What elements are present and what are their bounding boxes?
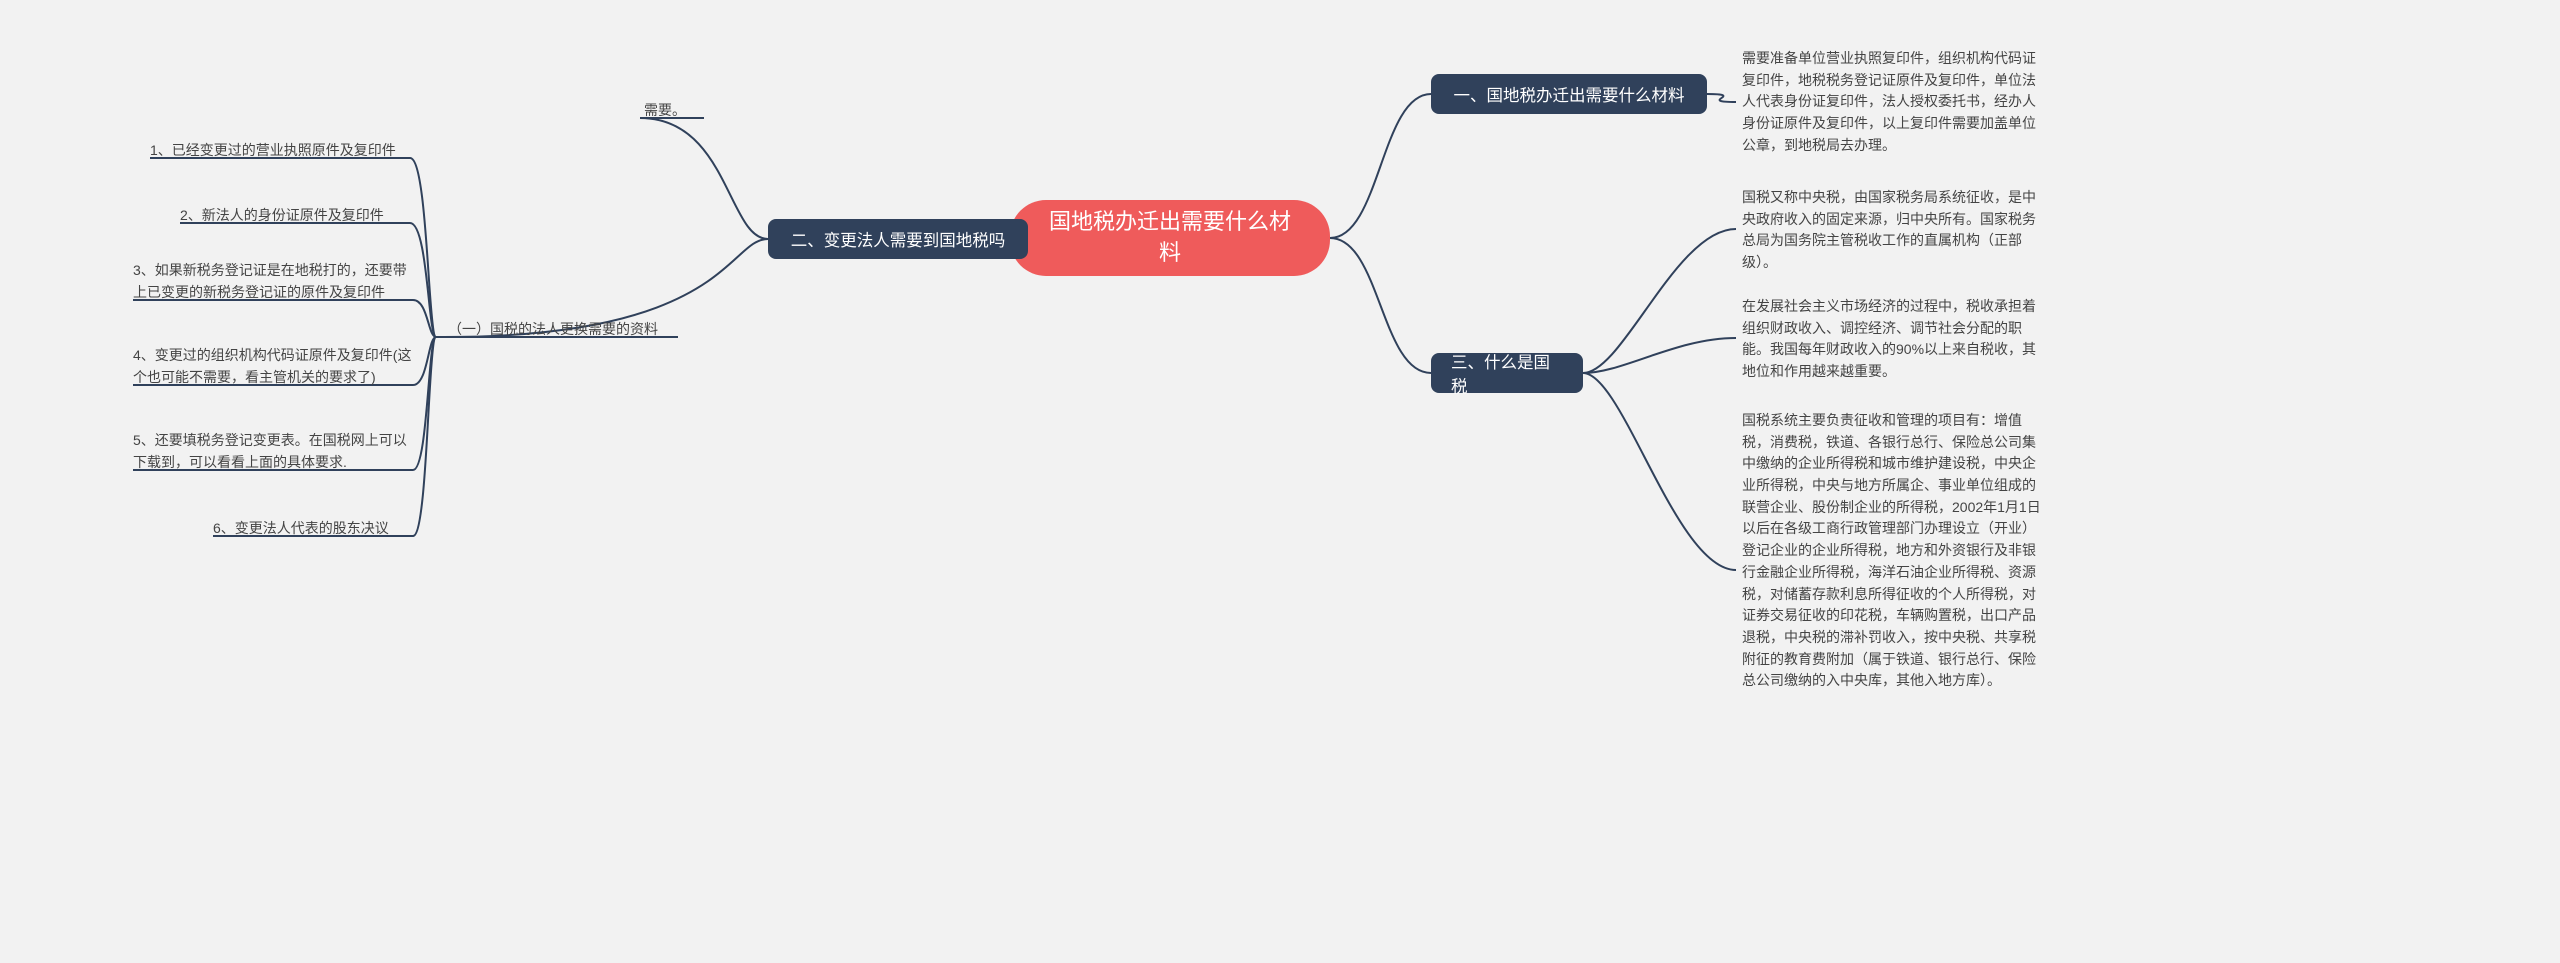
mindmap-root: 国地税办迁出需要什么材料 (1010, 200, 1330, 276)
branch-3-label: 三、什么是国税 (1451, 349, 1563, 397)
branch-1: 一、国地税办迁出需要什么材料 (1431, 74, 1707, 114)
b3-leaf-3: 国税系统主要负责征收和管理的项目有：增值税，消费税，铁道、各银行总行、保险总公司… (1742, 410, 2042, 692)
left-leaf-4: 4、变更过的组织机构代码证原件及复印件(这个也可能不需要，看主管机关的要求了) (133, 345, 413, 388)
left-leaf-5: 5、还要填税务登记变更表。在国税网上可以下载到，可以看看上面的具体要求. (133, 430, 413, 473)
branch-1-label: 一、国地税办迁出需要什么材料 (1454, 82, 1685, 106)
branch-3: 三、什么是国税 (1431, 353, 1583, 393)
left-leaf-2: 2、新法人的身份证原件及复印件 (180, 205, 410, 227)
b3-leaf-1: 国税又称中央税，由国家税务局系统征收，是中央政府收入的固定来源，归中央所有。国家… (1742, 187, 2042, 274)
left-leaf-3: 3、如果新税务登记证是在地税打的，还要带上已变更的新税务登记证的原件及复印件 (133, 260, 413, 303)
branch-2-label: 二、变更法人需要到国地税吗 (791, 227, 1006, 251)
b1-leaf-1: 需要准备单位营业执照复印件，组织机构代码证复印件，地税税务登记证原件及复印件，单… (1742, 48, 2042, 156)
left-leaf-1: 1、已经变更过的营业执照原件及复印件 (150, 140, 410, 162)
b3-leaf-2: 在发展社会主义市场经济的过程中，税收承担着组织财政收入、调控经济、调节社会分配的… (1742, 296, 2042, 383)
root-label: 国地税办迁出需要什么材料 (1040, 207, 1300, 269)
left-leaf-6: 6、变更法人代表的股东决议 (213, 518, 413, 540)
sub-needed: 需要。 (644, 100, 704, 122)
branch-2: 二、变更法人需要到国地税吗 (768, 219, 1028, 259)
sub-docs-heading: （一）国税的法人更换需要的资料 (448, 319, 678, 341)
